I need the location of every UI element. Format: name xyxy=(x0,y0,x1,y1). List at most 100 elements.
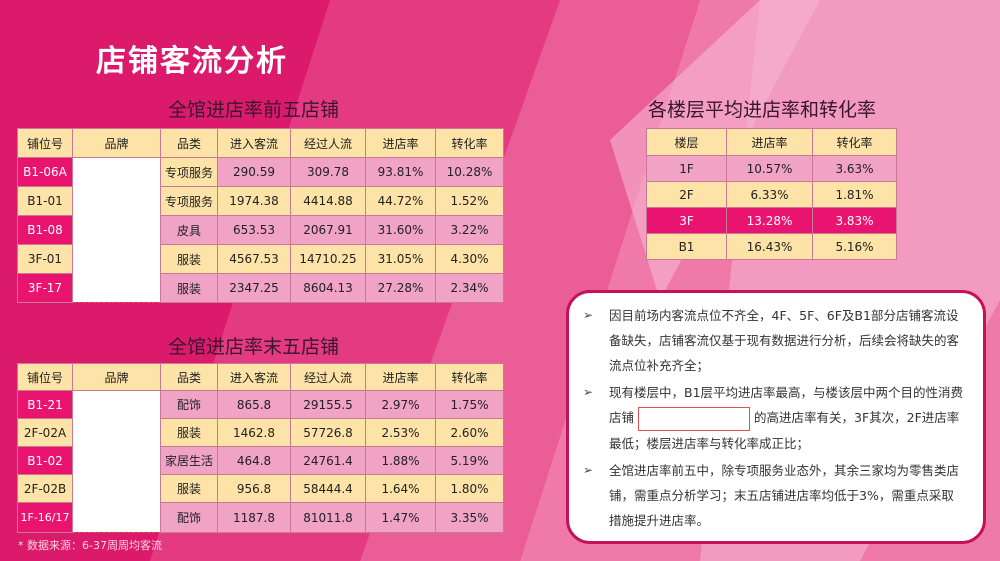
category-cell: 配饰 xyxy=(160,390,218,419)
table-row: 3F-17 服装 2347.25 8604.13 27.28% 2.34% xyxy=(17,273,504,303)
unit-cell: B1-02 xyxy=(17,446,73,475)
note-item: ➢ 现有楼层中，B1层平均进店率最高，与楼该层中两个目的性消费店铺 的高进店率有关… xyxy=(583,380,965,456)
passers-cell: 8604.13 xyxy=(290,273,366,303)
entries-cell: 1187.8 xyxy=(217,502,291,533)
bottom5-table: 铺位号 品牌 品类 进入客流 经过人流 进店率 转化率 B1-21 配饰 865… xyxy=(17,363,504,533)
note-text: 现有楼层中，B1层平均进店率最高，与楼该层中两个目的性消费店铺 的高进店率有关，3… xyxy=(609,380,965,456)
passers-cell: 81011.8 xyxy=(290,502,366,533)
top5-table: 铺位号 品牌 品类 进入客流 经过人流 进店率 转化率 B1-06A 专项服务 … xyxy=(17,128,504,303)
conversion-cell: 1.52% xyxy=(435,186,504,216)
header-cell: 品类 xyxy=(160,363,218,391)
unit-cell: 2F-02B xyxy=(17,474,73,503)
passers-cell: 58444.4 xyxy=(290,474,366,503)
passers-cell: 2067.91 xyxy=(290,215,366,245)
table-row: 3F 13.28% 3.83% xyxy=(646,207,897,234)
category-cell: 专项服务 xyxy=(160,186,218,216)
unit-cell: B1-21 xyxy=(17,390,73,419)
header-cell: 品牌 xyxy=(72,128,161,158)
entry-rate-cell: 1.64% xyxy=(365,474,436,503)
entries-cell: 1974.38 xyxy=(217,186,291,216)
bottom5-title: 全馆进店率末五店铺 xyxy=(168,336,340,358)
category-cell: 服装 xyxy=(160,418,218,447)
entry-rate-cell: 13.28% xyxy=(726,207,813,234)
unit-cell: B1-06A xyxy=(17,157,73,187)
conversion-cell: 3.83% xyxy=(812,207,897,234)
table-row: B1-02 家居生活 464.8 24761.4 1.88% 5.19% xyxy=(17,446,504,475)
page-title: 店铺客流分析 xyxy=(96,44,288,79)
passers-cell: 4414.88 xyxy=(290,186,366,216)
header-cell: 铺位号 xyxy=(17,128,73,158)
table-row: 1F 10.57% 3.63% xyxy=(646,155,897,182)
header-cell: 经过人流 xyxy=(290,128,366,158)
floors-table: 楼层 进店率 转化率 1F 10.57% 3.63% 2F 6.33% 1.81… xyxy=(646,128,897,260)
header-cell: 品牌 xyxy=(72,363,161,391)
floor-cell: B1 xyxy=(646,233,727,260)
entry-rate-cell: 44.72% xyxy=(365,186,436,216)
brand-redacted xyxy=(72,157,161,303)
floors-title: 各楼层平均进店率和转化率 xyxy=(648,99,877,121)
passers-cell: 14710.25 xyxy=(290,244,366,274)
header-cell: 进店率 xyxy=(365,363,436,391)
note-text: 全馆进店率前五中，除专项服务业态外，其余三家均为零售类店铺，需重点分析学习；末五… xyxy=(609,462,960,528)
entry-rate-cell: 2.97% xyxy=(365,390,436,419)
entry-rate-cell: 2.53% xyxy=(365,418,436,447)
brand-redacted xyxy=(72,390,161,533)
unit-cell: B1-08 xyxy=(17,215,73,245)
table-row: 2F-02A 服装 1462.8 57726.8 2.53% 2.60% xyxy=(17,418,504,447)
table-row: 1F-16/17 配饰 1187.8 81011.8 1.47% 3.35% xyxy=(17,502,504,533)
header-cell: 楼层 xyxy=(646,128,727,156)
table-row: B1-21 配饰 865.8 29155.5 2.97% 1.75% xyxy=(17,390,504,533)
entries-cell: 653.53 xyxy=(217,215,291,245)
passers-cell: 57726.8 xyxy=(290,418,366,447)
category-cell: 服装 xyxy=(160,244,218,274)
data-source-note: * 数据来源：6-37周周均客流 xyxy=(18,539,162,552)
table-header-row: 楼层 进店率 转化率 xyxy=(646,128,897,156)
entry-rate-cell: 31.60% xyxy=(365,215,436,245)
unit-cell: 2F-02A xyxy=(17,418,73,447)
entry-rate-cell: 1.47% xyxy=(365,502,436,533)
conversion-cell: 5.19% xyxy=(435,446,504,475)
table-header-row: 铺位号 品牌 品类 进入客流 经过人流 进店率 转化率 xyxy=(17,128,504,158)
entry-rate-cell: 93.81% xyxy=(365,157,436,187)
category-cell: 专项服务 xyxy=(160,157,218,187)
entry-rate-cell: 31.05% xyxy=(365,244,436,274)
header-cell: 转化率 xyxy=(435,363,504,391)
floor-cell: 2F xyxy=(646,181,727,208)
conversion-cell: 5.16% xyxy=(812,233,897,260)
table-row: B1-06A 专项服务 290.59 309.78 93.81% 10.28% xyxy=(17,157,504,303)
header-cell: 进入客流 xyxy=(217,363,291,391)
conversion-cell: 10.28% xyxy=(435,157,504,187)
conversion-cell: 1.80% xyxy=(435,474,504,503)
passers-cell: 29155.5 xyxy=(290,390,366,419)
category-cell: 服装 xyxy=(160,273,218,303)
header-cell: 转化率 xyxy=(812,128,897,156)
top5-title: 全馆进店率前五店铺 xyxy=(168,99,340,121)
arrow-bullet-icon: ➢ xyxy=(583,462,594,477)
conversion-cell: 3.22% xyxy=(435,215,504,245)
note-text-part: 的高进店率有关，3F其次，2F进店率最低；楼层进店率与转化率成正比； xyxy=(609,410,960,451)
header-cell: 进店率 xyxy=(365,128,436,158)
note-item: ➢ 全馆进店率前五中，除专项服务业态外，其余三家均为零售类店铺，需重点分析学习；… xyxy=(583,458,965,533)
table-row: 3F-01 服装 4567.53 14710.25 31.05% 4.30% xyxy=(17,244,504,274)
table-row: 2F 6.33% 1.81% xyxy=(646,181,897,208)
category-cell: 配饰 xyxy=(160,502,218,533)
entries-cell: 290.59 xyxy=(217,157,291,187)
header-cell: 进店率 xyxy=(726,128,813,156)
conversion-cell: 3.35% xyxy=(435,502,504,533)
table-header-row: 铺位号 品牌 品类 进入客流 经过人流 进店率 转化率 xyxy=(17,363,504,391)
unit-cell: 1F-16/17 xyxy=(17,502,73,533)
note-text: 因目前场内客流点位不齐全，4F、5F、6F及B1部分店铺客流设备缺失，店铺客流仅… xyxy=(609,308,960,373)
conversion-cell: 2.34% xyxy=(435,273,504,303)
unit-cell: B1-01 xyxy=(17,186,73,216)
category-cell: 家居生活 xyxy=(160,446,218,475)
entry-rate-cell: 10.57% xyxy=(726,155,813,182)
unit-cell: 3F-01 xyxy=(17,244,73,274)
conversion-cell: 2.60% xyxy=(435,418,504,447)
entry-rate-cell: 16.43% xyxy=(726,233,813,260)
floor-cell: 3F xyxy=(646,207,727,234)
passers-cell: 24761.4 xyxy=(290,446,366,475)
header-cell: 经过人流 xyxy=(290,363,366,391)
passers-cell: 309.78 xyxy=(290,157,366,187)
header-cell: 转化率 xyxy=(435,128,504,158)
entries-cell: 2347.25 xyxy=(217,273,291,303)
